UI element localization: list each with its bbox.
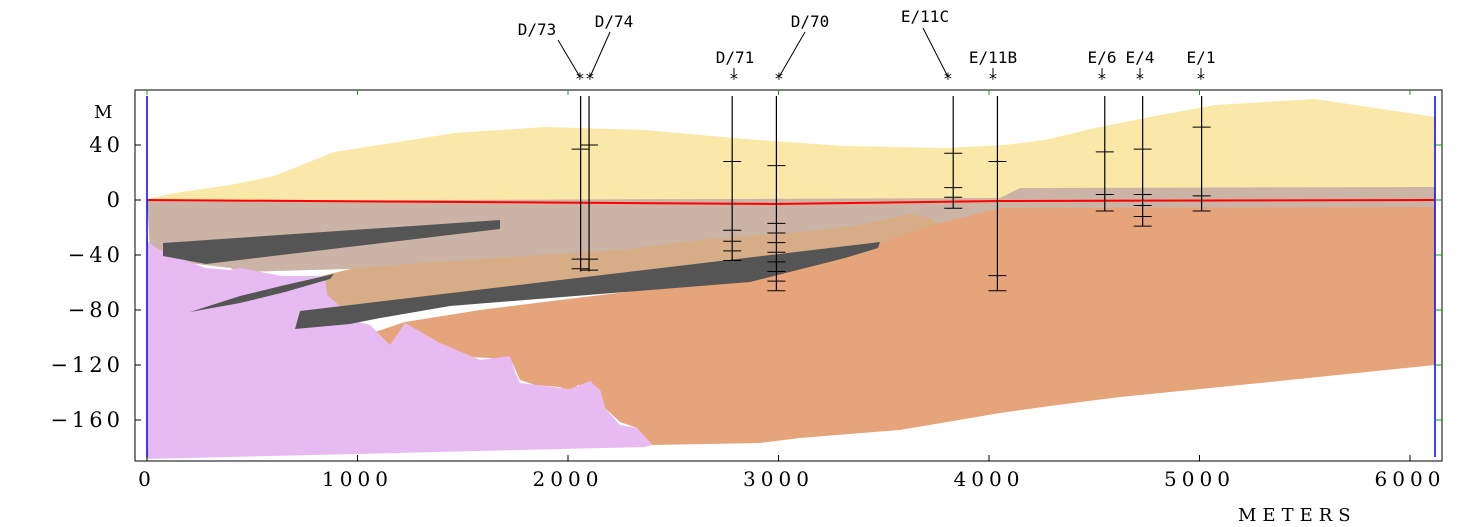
layer-tan bbox=[190, 214, 940, 312]
borehole-label: D/73 bbox=[518, 20, 557, 39]
x-axis-unit: METERS bbox=[1238, 505, 1357, 526]
x-tick-label: 5000 bbox=[1164, 467, 1235, 491]
borehole-label: D/74 bbox=[595, 12, 634, 31]
borehole-star: * bbox=[1097, 69, 1107, 88]
x-tick-label: 0 bbox=[138, 467, 156, 491]
borehole-e-1: * E/1 bbox=[1187, 48, 1216, 212]
layer-dark-lower bbox=[295, 242, 880, 329]
borehole-label: E/1 bbox=[1187, 48, 1216, 67]
y-tick-label: −160 bbox=[50, 408, 124, 432]
x-tick-label: 1000 bbox=[322, 467, 393, 491]
borehole-label: E/4 bbox=[1126, 48, 1155, 67]
borehole-star: * bbox=[1135, 69, 1145, 88]
y-axis-unit: M bbox=[94, 102, 118, 123]
borehole-d-73: * D/73 bbox=[518, 20, 590, 272]
section-edges bbox=[146, 96, 1436, 457]
borehole-e-4: * E/4 bbox=[1126, 48, 1155, 227]
borehole-star: * bbox=[988, 69, 998, 88]
y-tick-label: −40 bbox=[68, 243, 124, 267]
borehole-star: * bbox=[1196, 69, 1206, 88]
waterline-line bbox=[146, 199, 1436, 206]
y-tick-label: −120 bbox=[50, 353, 124, 377]
boreholes: * D/73 * D/74 * D/71 * D/70 * E/11C * E/11B * E/6 * E/4… bbox=[518, 7, 1216, 292]
borehole-leader bbox=[557, 39, 581, 78]
borehole-star: * bbox=[774, 69, 784, 88]
borehole-label: E/6 bbox=[1088, 48, 1117, 67]
borehole-leader bbox=[778, 31, 806, 78]
borehole-label: E/11B bbox=[969, 48, 1017, 67]
borehole-star: * bbox=[575, 69, 585, 88]
x-tick-label: 6000 bbox=[1375, 467, 1446, 491]
borehole-star: * bbox=[585, 69, 595, 88]
stratigraphic-layers bbox=[147, 99, 1435, 459]
y-axis: 40 0 −40 −80 −120 −160 bbox=[50, 133, 1442, 432]
borehole-e-11b: * E/11B bbox=[969, 48, 1017, 292]
borehole-leader bbox=[922, 27, 949, 78]
borehole-label: E/11C bbox=[901, 7, 949, 26]
x-axis: 0 1000 2000 3000 4000 5000 6000 bbox=[138, 90, 1446, 491]
x-tick-label: 4000 bbox=[954, 467, 1025, 491]
y-tick-label: 40 bbox=[89, 133, 124, 157]
borehole-star: * bbox=[729, 69, 739, 88]
plot-frame bbox=[134, 89, 1443, 462]
layer-surface-yellow bbox=[147, 99, 1435, 200]
waterline bbox=[146, 199, 1436, 206]
borehole-e-6: * E/6 bbox=[1088, 48, 1117, 212]
borehole-d-71: * D/71 bbox=[716, 48, 755, 261]
borehole-e-11c: * E/11C bbox=[901, 7, 963, 209]
layer-dark-upper bbox=[163, 220, 500, 264]
layer-dark-lens bbox=[190, 274, 334, 312]
borehole-star: * bbox=[943, 69, 953, 88]
x-tick-label: 2000 bbox=[533, 467, 604, 491]
y-tick-label: 0 bbox=[107, 188, 124, 212]
x-tick-label: 3000 bbox=[743, 467, 814, 491]
borehole-label: D/70 bbox=[791, 12, 830, 31]
y-tick-label: −80 bbox=[68, 298, 124, 322]
borehole-leader bbox=[589, 31, 611, 78]
borehole-d-74: * D/74 bbox=[580, 12, 633, 272]
layer-orange bbox=[375, 207, 1435, 445]
borehole-d-70: * D/70 bbox=[767, 12, 830, 292]
borehole-label: D/71 bbox=[716, 48, 755, 67]
